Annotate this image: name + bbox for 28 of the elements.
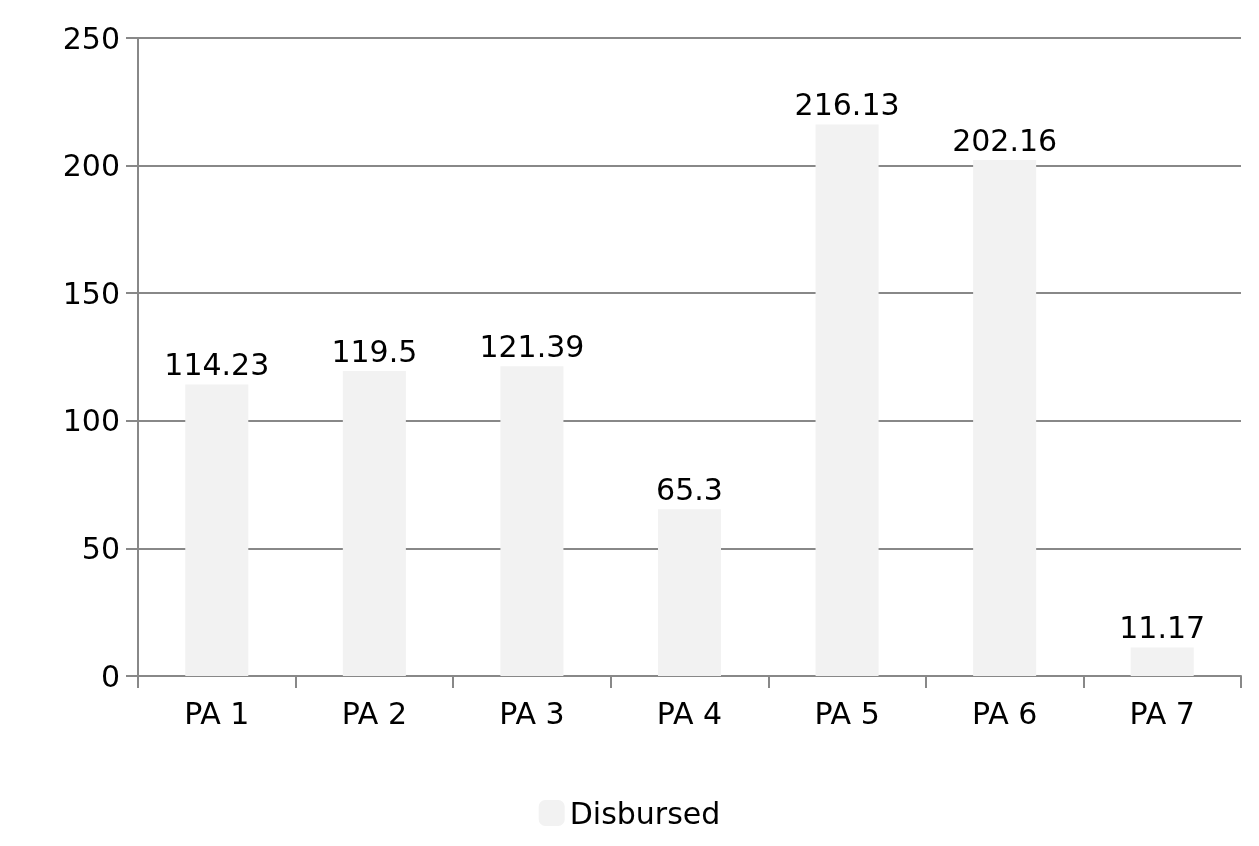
y-tick-label: 100 [62,403,120,439]
x-tick-label: PA 7 [1129,695,1195,731]
data-label: 65.3 [656,471,723,507]
x-tick-label: PA 4 [656,695,723,731]
data-label: 114.23 [164,346,270,382]
x-tick-label: PA 6 [971,695,1038,731]
bar [1130,647,1194,676]
y-tick-label: 200 [62,148,120,184]
data-label: 11.17 [1119,609,1206,645]
bar [500,366,564,676]
x-tick-label: PA 1 [184,695,250,731]
data-label: 202.16 [952,122,1058,158]
y-tick-label: 150 [62,275,120,311]
data-label: 121.39 [479,328,585,364]
data-label: 216.13 [794,86,900,122]
bar [342,371,406,676]
bar [657,509,722,676]
bar [185,384,249,676]
x-tick-label: PA 2 [341,695,408,731]
bar [815,124,879,676]
x-tick-label: PA 5 [814,695,880,731]
x-tick-label: PA 3 [499,695,565,731]
bar [973,160,1037,676]
y-tick-label: 250 [62,20,120,56]
y-tick-label: 0 [100,658,120,694]
legend-label: Disbursed [569,795,721,831]
data-label: 119.5 [331,333,418,369]
y-tick-label: 50 [81,530,120,566]
